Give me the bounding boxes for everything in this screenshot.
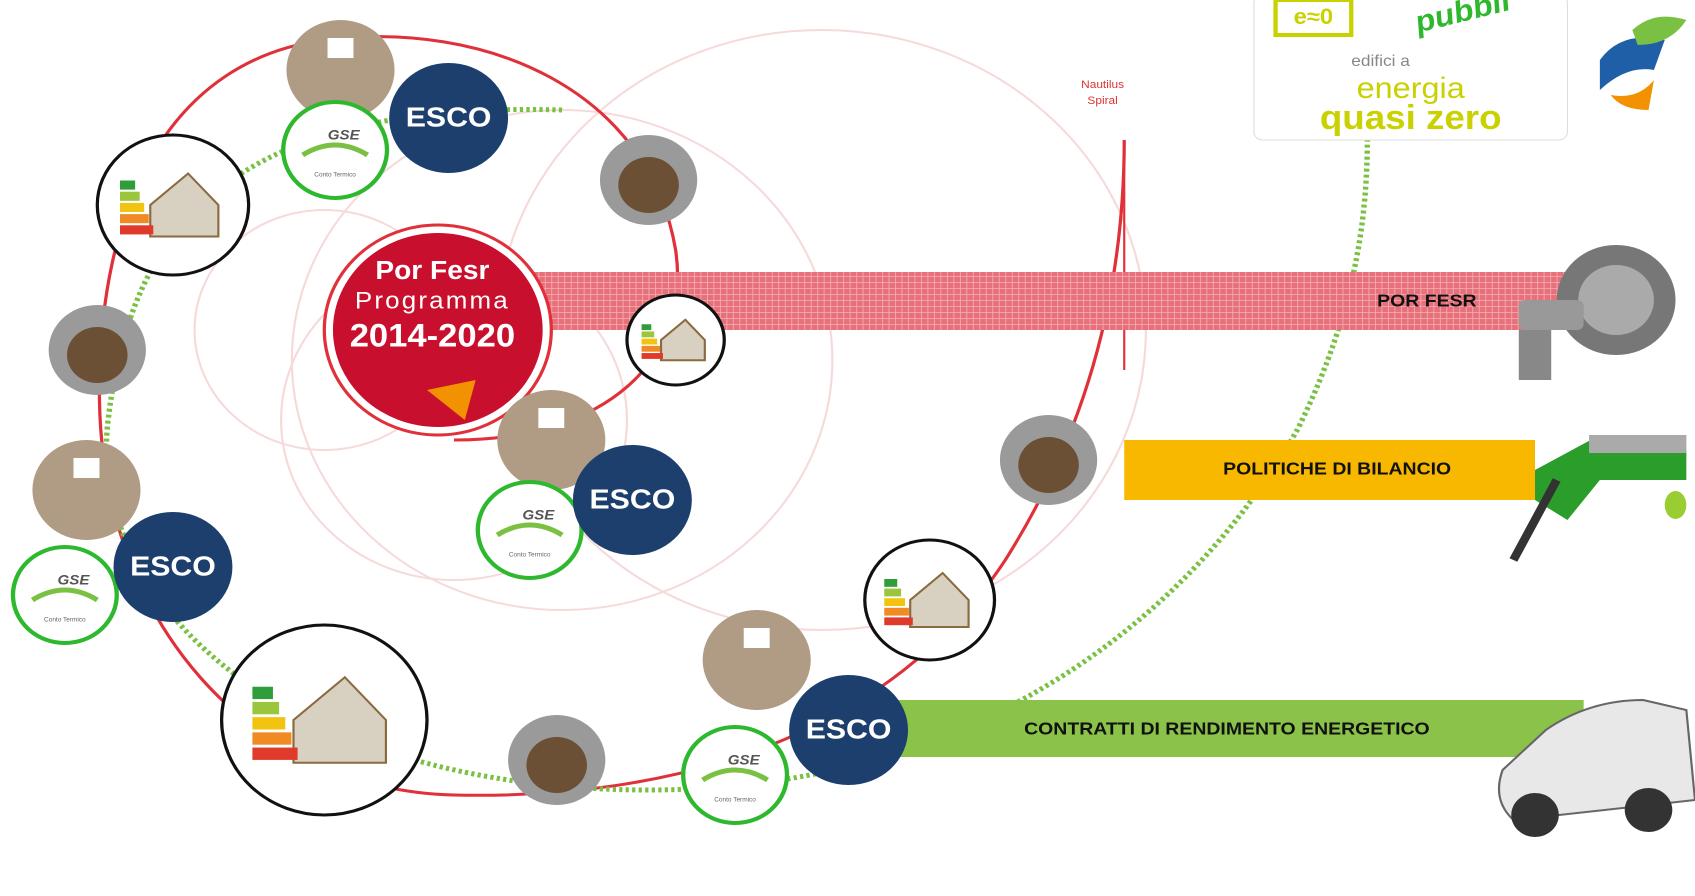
energy-label	[119, 225, 154, 235]
piggy-coins	[618, 157, 679, 213]
logo-text: Por Fesr	[375, 255, 489, 285]
gse-caption: Conto Termico	[509, 552, 551, 559]
esco-label: ESCO	[590, 484, 676, 515]
gse-label: GSE	[522, 508, 555, 523]
esco-node	[789, 675, 909, 785]
bar-label: CONTRATTI DI RENDIMENTO ENERGETICO	[1024, 718, 1430, 738]
logo-badge	[1273, 0, 1354, 37]
key-icon	[1518, 245, 1676, 380]
gse-caption: Conto Termico	[44, 617, 86, 624]
gse-swoosh	[495, 522, 564, 538]
piggy-coins	[526, 737, 587, 793]
energy-label	[884, 607, 909, 616]
energy-label	[884, 617, 913, 626]
corner-logo	[1599, 16, 1687, 110]
building-icon	[327, 38, 354, 58]
municipality-node	[702, 610, 811, 710]
logo-text: energia	[1357, 71, 1466, 105]
green-dotted-spiral	[103, 107, 1371, 793]
esco-label: ESCO	[130, 551, 216, 582]
energy-label	[119, 191, 140, 201]
gse-node	[681, 725, 790, 825]
spiral-label: Nautilus	[1081, 79, 1124, 91]
energy-label	[252, 717, 286, 730]
energy-label	[252, 686, 273, 700]
car-icon	[1497, 698, 1695, 837]
energy-label	[252, 747, 298, 760]
logo-accent	[426, 380, 476, 420]
por-fesr-logo	[332, 233, 543, 427]
gse-node	[10, 545, 119, 645]
municipality-node	[32, 440, 141, 540]
energy-label	[641, 331, 655, 338]
energy-label	[641, 338, 658, 345]
gse-label: GSE	[328, 128, 361, 143]
fuel-nozzle-icon	[1509, 435, 1687, 562]
municipality-node	[497, 390, 606, 490]
energy-label	[884, 598, 906, 606]
gse-swoosh	[301, 142, 370, 158]
energy-label	[252, 732, 292, 745]
municipality-node	[286, 20, 395, 120]
energy-label	[884, 588, 902, 597]
energy-label	[641, 324, 652, 331]
piggy-coins	[67, 327, 128, 383]
energy-label	[119, 202, 145, 212]
piggy-coins	[1018, 437, 1079, 493]
logo-text: Programma	[355, 287, 510, 314]
energy-label	[119, 180, 136, 190]
nodes: GSE Conto Termico ESCO GSE Conto Termico ESCO…	[10, 20, 1098, 825]
energy-label	[119, 214, 149, 224]
gse-caption: Conto Termico	[314, 172, 356, 179]
gse-swoosh	[30, 587, 99, 603]
energy-label	[884, 579, 898, 587]
gse-label: GSE	[58, 573, 91, 588]
esco-node	[389, 63, 509, 173]
spiral-label: Spiral	[1087, 95, 1117, 107]
energy-label	[641, 345, 661, 352]
esco-label: ESCO	[806, 714, 892, 745]
logo-text: edifici a	[1351, 52, 1410, 70]
energy-label	[641, 353, 663, 359]
logo-text: e≈0	[1294, 4, 1333, 29]
bar-label: POR FESR	[1377, 290, 1477, 310]
building-icon	[538, 408, 565, 428]
energy-label	[252, 701, 280, 715]
gse-node	[281, 100, 390, 200]
esco-node	[113, 512, 233, 622]
gse-label: GSE	[728, 753, 761, 768]
bilancio-bar	[1124, 440, 1536, 500]
logo-text: quasi zero	[1320, 98, 1502, 136]
contratti-bar	[843, 700, 1584, 757]
building-icon	[743, 628, 770, 648]
gse-caption: Conto Termico	[714, 797, 756, 804]
bar-label: POLITICHE DI BILANCIO	[1223, 458, 1451, 478]
gse-node	[475, 480, 584, 580]
esco-label: ESCO	[406, 102, 492, 133]
building-icon	[73, 458, 100, 478]
gse-swoosh	[701, 767, 770, 783]
logo-text: 2014-2020	[350, 319, 515, 355]
esco-node	[572, 445, 692, 555]
